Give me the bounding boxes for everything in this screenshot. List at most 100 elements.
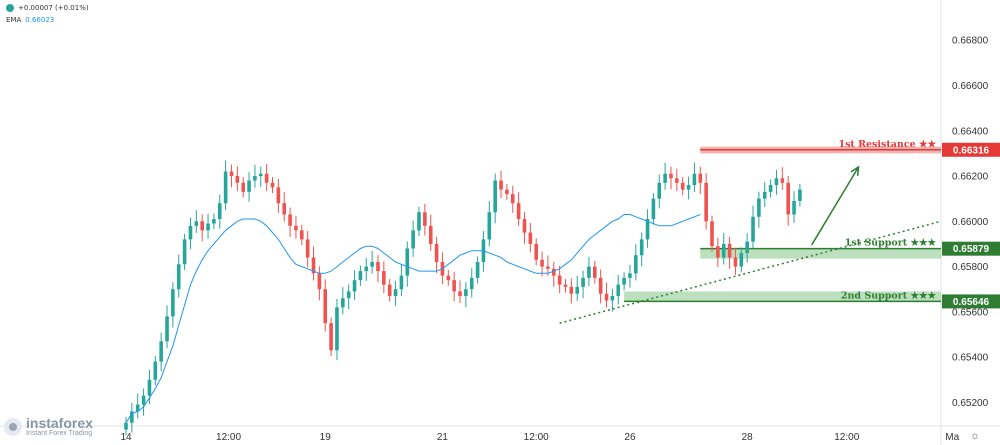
brand-tagline: Instant Forex Trading bbox=[26, 430, 93, 437]
candle-body bbox=[153, 361, 158, 380]
candle-body bbox=[241, 182, 245, 192]
ema-line bbox=[125, 214, 701, 423]
candle-body bbox=[733, 257, 738, 267]
candle-body bbox=[634, 255, 638, 274]
candle-body bbox=[510, 194, 515, 204]
x-tick-label: 12:00 bbox=[834, 432, 859, 443]
candle-body bbox=[663, 173, 667, 183]
candle-body bbox=[745, 241, 749, 253]
candle-body bbox=[387, 284, 392, 296]
candle-body bbox=[680, 182, 685, 190]
candle-body bbox=[458, 291, 462, 296]
ema-row[interactable]: EMA 0.66023 bbox=[6, 14, 89, 26]
candle-body bbox=[581, 277, 585, 287]
candle-body bbox=[305, 239, 310, 258]
candle-body bbox=[452, 280, 456, 292]
candle-body bbox=[710, 221, 714, 247]
candle-body bbox=[171, 289, 175, 317]
y-tick-label: 0.65400 bbox=[952, 353, 989, 364]
candle-body bbox=[686, 185, 691, 190]
candle-body bbox=[434, 243, 439, 263]
candle-body bbox=[522, 219, 527, 233]
candle-body bbox=[593, 266, 597, 278]
candle-body bbox=[475, 262, 480, 278]
x-tick-label: 12:00 bbox=[216, 432, 241, 443]
x-tick-label: 28 bbox=[742, 432, 754, 443]
candle-body bbox=[446, 275, 451, 281]
price-tag-bg bbox=[942, 241, 1000, 256]
candle-body bbox=[540, 259, 544, 267]
support-trendline bbox=[559, 220, 942, 324]
instaforex-logo-icon bbox=[4, 418, 22, 436]
candle-body bbox=[704, 182, 708, 222]
candle-body bbox=[645, 219, 650, 240]
candle-body bbox=[417, 212, 421, 231]
candle-body bbox=[411, 230, 415, 249]
candle-body bbox=[616, 284, 621, 296]
candle-body bbox=[223, 171, 228, 204]
level-zone bbox=[624, 291, 941, 302]
candle-body bbox=[487, 212, 492, 240]
brand-logo: instaforex Instant Forex Trading bbox=[4, 416, 93, 438]
candle-body bbox=[780, 178, 785, 183]
candle-body bbox=[294, 225, 298, 231]
candle-body bbox=[141, 395, 146, 405]
candle-body bbox=[300, 230, 304, 240]
candle-body bbox=[194, 221, 199, 226]
candle-body bbox=[206, 223, 210, 231]
candle-body bbox=[505, 189, 509, 195]
candle-body bbox=[346, 291, 351, 299]
candle-body bbox=[598, 277, 603, 294]
candle-body bbox=[341, 298, 345, 308]
candle-body bbox=[159, 341, 163, 362]
bullish-arrow-head bbox=[850, 165, 860, 176]
candle-body bbox=[399, 275, 404, 290]
candle-body bbox=[669, 173, 673, 179]
candle-body bbox=[423, 212, 427, 226]
candle-body bbox=[551, 268, 556, 276]
candle-body bbox=[229, 171, 234, 177]
candle-body bbox=[698, 173, 703, 183]
candle-body bbox=[786, 182, 790, 215]
candle-body bbox=[534, 243, 538, 260]
bullish-arrow-line bbox=[810, 166, 860, 246]
candle-body bbox=[739, 252, 744, 267]
y-tick-label: 0.65600 bbox=[952, 307, 989, 318]
candle-body bbox=[124, 422, 128, 430]
candle-body bbox=[376, 262, 380, 272]
candle-body bbox=[716, 246, 720, 258]
candle-body bbox=[311, 257, 316, 274]
candle-body bbox=[147, 379, 152, 396]
candle-body bbox=[200, 221, 204, 231]
candle-body bbox=[212, 219, 216, 224]
candle-body bbox=[575, 286, 580, 294]
candle-body bbox=[546, 266, 550, 269]
price-tag-label: 0.65879 bbox=[953, 244, 990, 255]
candle-body bbox=[264, 173, 269, 183]
brand-name: instaforex bbox=[26, 415, 93, 431]
settings-gear-icon[interactable]: ☼ bbox=[970, 430, 981, 442]
candle-body bbox=[721, 243, 726, 258]
candle-body bbox=[557, 275, 562, 285]
candle-body bbox=[798, 189, 802, 201]
level-label: 1st Resistance ★★ bbox=[838, 139, 936, 150]
x-tick-label: 12:00 bbox=[524, 432, 549, 443]
candle-body bbox=[270, 182, 275, 188]
candle-body bbox=[282, 203, 287, 215]
candle-body bbox=[258, 173, 263, 177]
y-tick-label: 0.66400 bbox=[952, 126, 989, 137]
candle-body bbox=[382, 271, 386, 285]
candle-body bbox=[528, 232, 533, 244]
candle-body bbox=[364, 266, 369, 272]
candle-body bbox=[130, 411, 134, 423]
y-tick-label: 0.66800 bbox=[952, 36, 989, 47]
y-tick-label: 0.65200 bbox=[952, 398, 989, 409]
candle-body bbox=[516, 203, 521, 220]
candle-body bbox=[792, 200, 796, 215]
y-tick-label: 0.66600 bbox=[952, 81, 989, 92]
price-tag-bg bbox=[942, 294, 1000, 309]
candle-body bbox=[182, 239, 187, 265]
candle-body bbox=[675, 178, 679, 183]
